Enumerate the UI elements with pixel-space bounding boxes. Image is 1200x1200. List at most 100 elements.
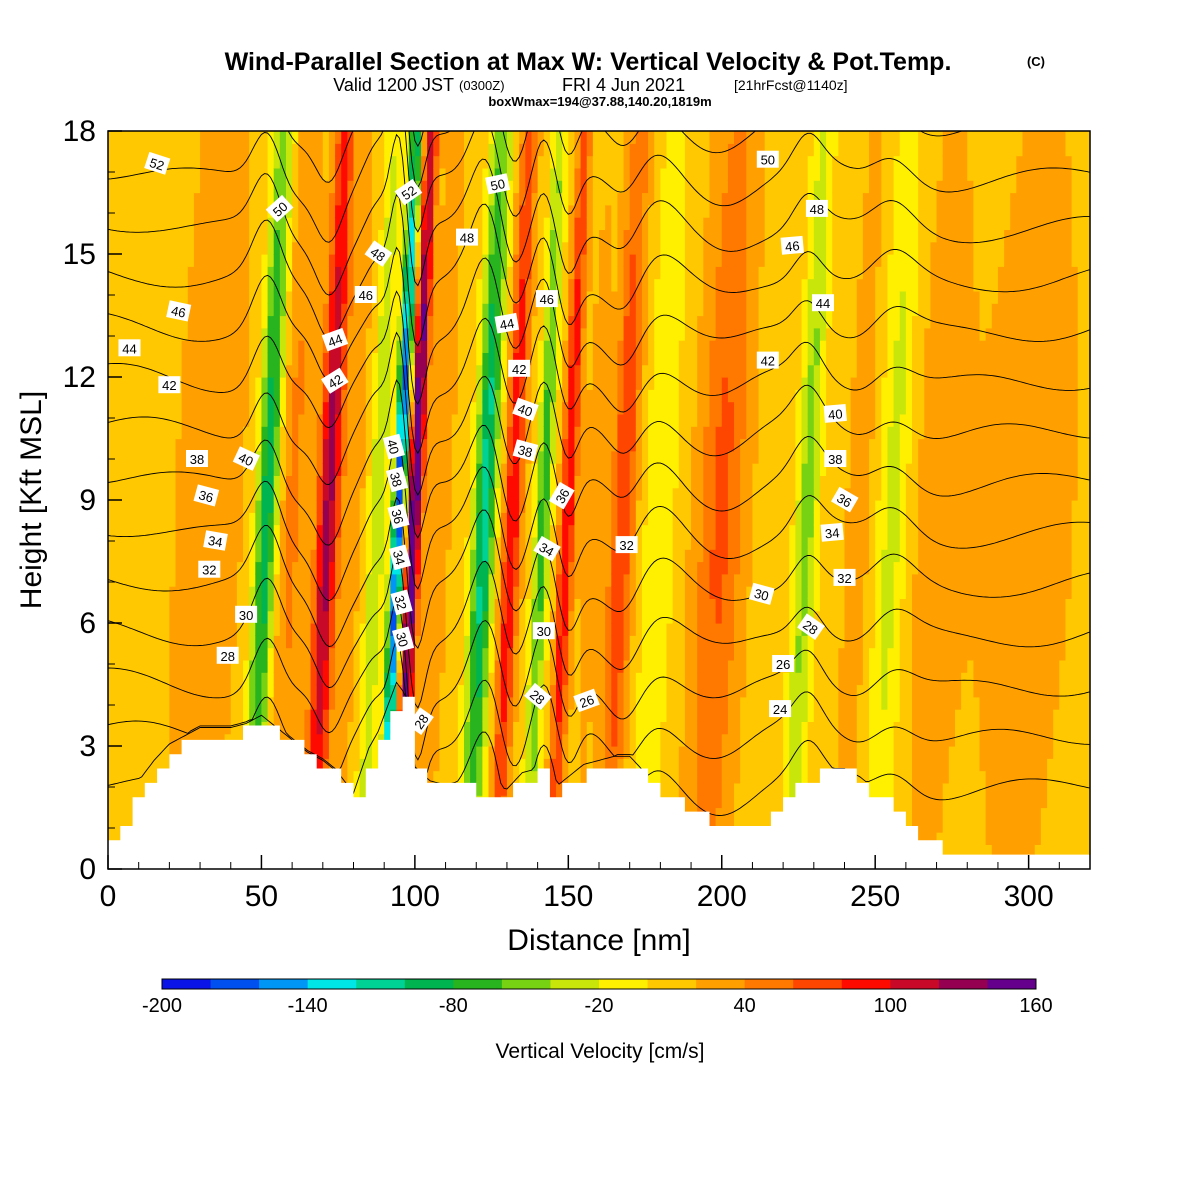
isentrope-32 (108, 496, 1090, 649)
contour-label-text: 38 (387, 471, 405, 489)
contour-label: 52 (394, 178, 423, 206)
contour-label: 28 (524, 682, 552, 710)
contour-label-text: 48 (810, 202, 824, 217)
subtitle-utc: (0300Z) (459, 78, 505, 93)
isentrope-46 (108, 133, 1090, 296)
colorbar-segment (599, 979, 648, 989)
x-tick-label: 50 (245, 880, 278, 913)
colorbar-tick-label: 160 (1019, 995, 1052, 1017)
x-tick-label: 200 (697, 880, 747, 913)
contour-label-text: 42 (512, 362, 526, 377)
contour-label: 30 (532, 622, 555, 640)
colorbar-tick-label: -20 (585, 995, 614, 1017)
potential-temperature-contours (108, 131, 1090, 816)
contour-label: 48 (364, 240, 393, 267)
contour-label: 36 (548, 481, 575, 510)
contour-label: 26 (573, 688, 600, 713)
contour-label: 40 (823, 403, 847, 423)
contour-label-text: 40 (516, 401, 535, 420)
contour-label: 50 (265, 194, 294, 223)
contour-label-text: 30 (393, 631, 411, 649)
y-tick-label: 0 (79, 853, 96, 886)
colorbar-tick-label: -140 (288, 995, 328, 1017)
x-tick-label: 0 (100, 880, 117, 913)
contour-label: 26 (772, 655, 795, 672)
contour-label: 36 (387, 503, 410, 530)
contour-label: 44 (812, 294, 834, 312)
colorbar-segment (210, 979, 260, 989)
contour-label: 30 (748, 582, 775, 605)
contour-label: 32 (198, 560, 221, 578)
contour-label-text: 28 (411, 711, 432, 731)
isentrope-26 (108, 638, 1090, 775)
contour-label: 46 (535, 290, 558, 308)
contour-label: 44 (118, 339, 141, 357)
isentrope-28 (108, 597, 1090, 761)
colorbar-tick-label: -80 (439, 995, 468, 1017)
contour-label: 28 (407, 707, 434, 735)
contour-label: 38 (512, 439, 539, 462)
x-tick-label: 150 (543, 880, 593, 913)
contour-label-text: 24 (773, 702, 787, 717)
colorbar-segment (793, 979, 843, 989)
y-axis: 0 3 6 9 12 15 18 (63, 115, 122, 886)
y-axis-label: Height [Kft MSL] (15, 391, 48, 609)
isentrope-42 (108, 246, 1090, 406)
contour-label-text: 40 (384, 438, 402, 456)
contour-label: 40 (232, 446, 260, 471)
contour-label-text: 46 (784, 238, 800, 254)
colorbar-segment (938, 979, 988, 989)
contour-label-text: 48 (368, 244, 388, 265)
contour-label-text: 44 (816, 296, 830, 311)
isentrope-48 (108, 131, 1090, 243)
contour-label: 28 (216, 646, 239, 664)
contour-label: 50 (756, 150, 779, 168)
isentrope-36 (108, 379, 1090, 546)
contour-label: 44 (321, 327, 349, 352)
contour-label: 46 (780, 235, 804, 255)
y-tick-label: 18 (63, 115, 96, 148)
y-tick-label: 12 (63, 361, 96, 394)
isentrope-34 (108, 436, 1090, 602)
contour-label: 50 (485, 173, 511, 195)
subtitle-date: FRI 4 Jun 2021 (562, 75, 685, 95)
colorbar-tick-label: -200 (142, 995, 182, 1017)
contour-label-text: 44 (122, 341, 136, 356)
colorbar-segment (259, 979, 309, 989)
colorbar-segment (162, 979, 211, 989)
y-tick-label: 3 (79, 730, 96, 763)
contour-label-text: 32 (392, 594, 410, 612)
contour-label: 46 (354, 286, 377, 303)
isentrope-38 (108, 331, 1090, 497)
colorbar-segment (550, 979, 600, 989)
contour-label-text: 50 (761, 153, 775, 168)
contour-label: 40 (382, 433, 405, 460)
y-tick-label: 6 (79, 607, 96, 640)
colorbar-segment (453, 979, 503, 989)
contour-label-text: 40 (236, 450, 255, 470)
contour-label: 42 (158, 376, 181, 394)
contour-labels: 52 50 44 46 42 44 42 48 46 52 50 48 46 44 42 40 38 36 34 32… (118, 150, 859, 735)
contour-label-text: 50 (489, 176, 506, 194)
contour-label: 38 (824, 450, 847, 467)
y-tick-label: 9 (79, 484, 96, 517)
contour-label: 34 (388, 544, 412, 571)
colorbar-segment (696, 979, 746, 989)
contour-label-text: 36 (834, 490, 854, 510)
contour-label-text: 40 (827, 406, 843, 422)
contour-label-text: 30 (537, 624, 551, 639)
colorbar: -200 -140 -80 -20 40 100 160 (142, 978, 1053, 1017)
contour-label: 38 (186, 450, 208, 467)
contour-label-text: 32 (619, 538, 633, 553)
contour-label: 42 (508, 359, 531, 377)
contour-label: 48 (805, 199, 828, 217)
colorbar-segment (744, 979, 794, 989)
subtitle-valid: Valid 1200 JST (333, 75, 454, 95)
colorbar-tick-label: 40 (734, 995, 756, 1017)
contour-label: 46 (166, 300, 192, 322)
contour-label: 52 (144, 151, 171, 175)
subtitle-line: Valid 1200 JST (0300Z) FRI 4 Jun 2021 [2… (333, 75, 847, 95)
contour-label-text: 46 (359, 288, 373, 303)
contour-label: 40 (512, 397, 539, 422)
